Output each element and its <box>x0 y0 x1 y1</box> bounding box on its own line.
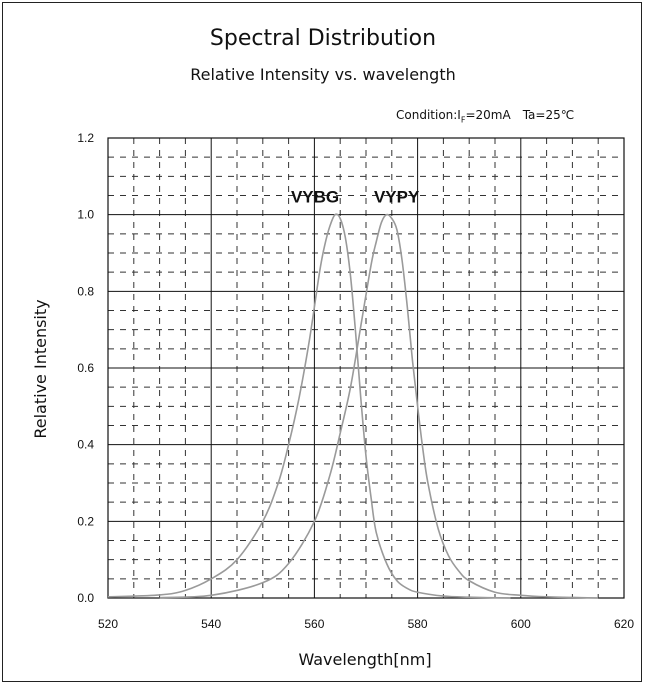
x-tick-label: 540 <box>201 617 221 631</box>
x-tick-label: 600 <box>511 617 531 631</box>
condition-note: Condition:IF=20mA Ta=25℃ <box>396 108 574 124</box>
y-axis-label: Relative Intensity <box>31 299 50 438</box>
tick-labels: 520 540 560 580 600 620 0.0 0.2 0.4 0.6 0.8 1.0 1.2 <box>77 131 634 631</box>
series-line-vybg <box>107 213 511 599</box>
series-label-vypy: VYPY <box>374 188 420 207</box>
y-tick-label: 0.4 <box>77 438 94 452</box>
series-label-vybg: VYBG <box>291 188 339 207</box>
series-line-vypy <box>159 213 599 599</box>
condition-temperature: Ta=25℃ <box>522 108 575 122</box>
x-tick-label: 580 <box>408 617 428 631</box>
y-tick-label: 0.8 <box>77 284 94 298</box>
y-tick-label: 0.0 <box>77 591 94 605</box>
condition-current: =20mA <box>465 108 511 122</box>
x-tick-label: 560 <box>304 617 324 631</box>
grid <box>107 137 625 599</box>
condition-prefix: Condition:I <box>396 108 461 122</box>
chart-title: Spectral Distribution <box>209 26 437 51</box>
curves <box>107 213 599 599</box>
y-tick-label: 0.2 <box>77 514 94 528</box>
y-tick-label: 1.0 <box>77 208 94 222</box>
x-axis-label: Wavelength[nm] <box>298 650 431 669</box>
y-tick-label: 0.6 <box>77 361 94 375</box>
plot-area-border <box>107 137 625 599</box>
chart-subtitle: Relative Intensity vs. wavelength <box>190 65 456 84</box>
condition-subscript: F <box>460 115 466 125</box>
series-labels: VYBG VYPY <box>291 188 420 207</box>
x-tick-label: 520 <box>98 617 118 631</box>
y-tick-label: 1.2 <box>77 131 94 145</box>
x-tick-label: 620 <box>614 617 634 631</box>
